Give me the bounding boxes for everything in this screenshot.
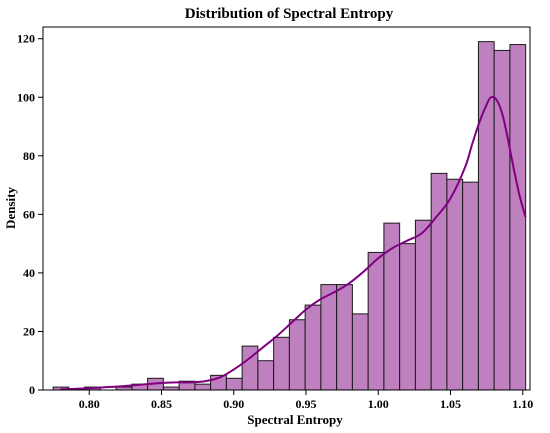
histogram-bar-18: [336, 284, 353, 391]
histogram-bar-25: [446, 178, 464, 391]
y-tick-label-6: 120: [17, 32, 35, 46]
plot-frame: [42, 26, 531, 391]
x-tick-label-0: 0.80: [79, 397, 100, 411]
x-tick-label-4: 1.00: [368, 397, 389, 411]
histogram-bar-29: [509, 44, 527, 391]
x-axis-ticks: 0.80 0.85 0.90 0.95 1.00 1.05 1.10: [79, 390, 533, 411]
histogram-bar-19: [351, 313, 369, 391]
y-axis-label: Density: [3, 187, 18, 229]
kde-curve: [60, 96, 527, 391]
x-tick-label-5: 1.05: [440, 397, 461, 411]
histogram-bar-17: [320, 284, 338, 391]
histogram-bar-27: [477, 41, 495, 391]
y-tick-label-0: 0: [29, 383, 35, 397]
y-tick-label-3: 60: [23, 207, 35, 221]
histogram-bar-26: [462, 181, 479, 391]
histogram-bar-9: [194, 383, 212, 391]
histogram-bars: [52, 41, 527, 391]
y-tick-label-2: 40: [23, 266, 35, 280]
histogram-bar-13: [257, 360, 275, 391]
y-tick-label-5: 100: [17, 90, 35, 104]
y-axis-ticks: 0 20 40 60 80 100 120: [17, 32, 43, 397]
x-tick-label-6: 1.10: [512, 397, 533, 411]
histogram-bar-16: [304, 304, 322, 391]
y-tick-label-4: 80: [23, 149, 35, 163]
x-axis-label: Spectral Entropy: [247, 412, 343, 427]
histogram-bar-14: [273, 336, 290, 391]
x-tick-label-1: 0.85: [151, 397, 172, 411]
chart-title: Distribution of Spectral Entropy: [185, 6, 394, 22]
x-tick-label-2: 0.90: [223, 397, 244, 411]
y-tick-label-1: 20: [23, 324, 35, 338]
x-tick-label-3: 0.95: [296, 397, 317, 411]
histogram-bar-15: [288, 319, 306, 391]
histogram-bar-11: [225, 377, 243, 391]
histogram-bar-22: [399, 243, 416, 391]
histogram-bar-23: [414, 219, 432, 391]
histogram-bar-20: [367, 251, 385, 391]
